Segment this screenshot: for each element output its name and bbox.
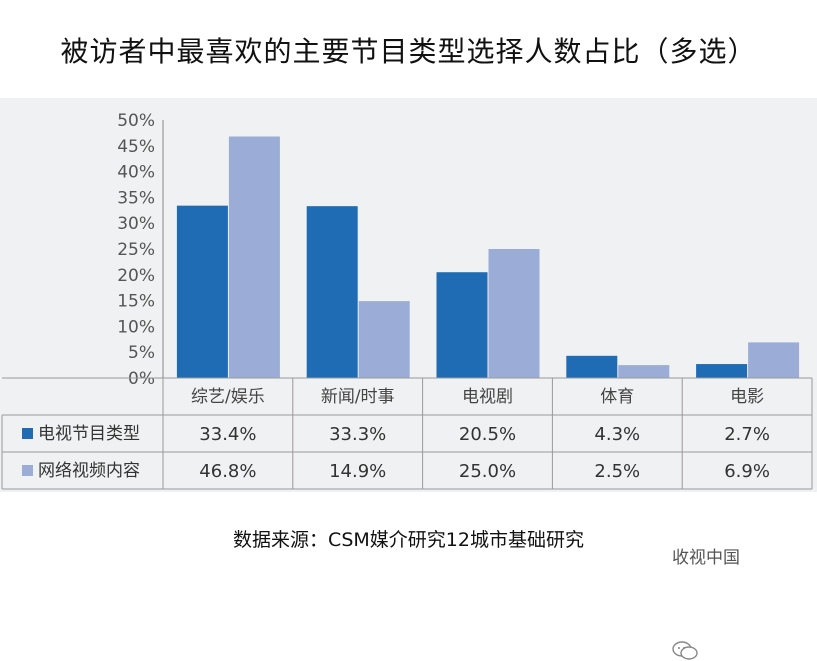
- y-tick-label: 20%: [117, 266, 155, 286]
- category-label: 体育: [600, 387, 634, 407]
- y-tick-label: 40%: [117, 163, 155, 183]
- bar-online: [488, 249, 540, 378]
- category-label: 综艺/娱乐: [191, 387, 265, 407]
- data-label: 2.7%: [724, 424, 770, 445]
- legend-swatch: [22, 465, 33, 476]
- category-label: 电影: [730, 387, 764, 407]
- y-tick-label: 25%: [117, 240, 155, 260]
- chart-panel: [0, 98, 817, 492]
- y-tick-label: 5%: [128, 343, 155, 363]
- data-label: 46.8%: [199, 461, 256, 482]
- bar-tv: [436, 272, 488, 378]
- wechat-icon: [672, 641, 698, 660]
- legend-swatch: [22, 428, 33, 439]
- y-tick-label: 15%: [117, 292, 155, 312]
- legend-label: 网络视频内容: [38, 461, 140, 481]
- bar-online: [748, 342, 800, 378]
- data-label: 33.4%: [199, 424, 256, 445]
- category-label: 电视剧: [462, 387, 513, 407]
- data-label: 25.0%: [459, 461, 516, 482]
- category-label: 新闻/时事: [321, 387, 395, 407]
- y-tick-label: 35%: [117, 188, 155, 208]
- y-tick-label: 10%: [117, 317, 155, 337]
- data-label: 20.5%: [459, 424, 516, 445]
- y-tick-label: 50%: [117, 111, 155, 131]
- bar-chart: 0% 5% 10% 15% 20% 25% 30% 35% 40% 45% 50% 综艺/娱乐 新闻/时…: [1, 111, 813, 490]
- bar-tv: [566, 355, 618, 378]
- legend-label: 电视节目类型: [38, 424, 140, 444]
- y-tick-label: 30%: [117, 214, 155, 234]
- bar-online: [228, 136, 280, 378]
- bar-online: [618, 365, 670, 378]
- watermark-text: 收视中国: [672, 548, 740, 568]
- bar-tv: [306, 206, 358, 378]
- data-label: 14.9%: [329, 461, 386, 482]
- data-label: 6.9%: [724, 461, 770, 482]
- bar-online: [358, 301, 410, 378]
- data-label: 4.3%: [594, 424, 640, 445]
- data-label: 2.5%: [594, 461, 640, 482]
- bar-tv: [696, 364, 748, 378]
- y-tick-label: 0%: [128, 369, 155, 389]
- y-tick-label: 45%: [117, 137, 155, 157]
- data-label: 33.3%: [329, 424, 386, 445]
- data-source: 数据来源：CSM媒介研究12城市基础研究: [233, 529, 584, 551]
- bar-tv: [176, 205, 228, 378]
- chart-title: 被访者中最喜欢的主要节目类型选择人数占比（多选）: [60, 35, 757, 68]
- watermark: 收视中国: [672, 543, 740, 660]
